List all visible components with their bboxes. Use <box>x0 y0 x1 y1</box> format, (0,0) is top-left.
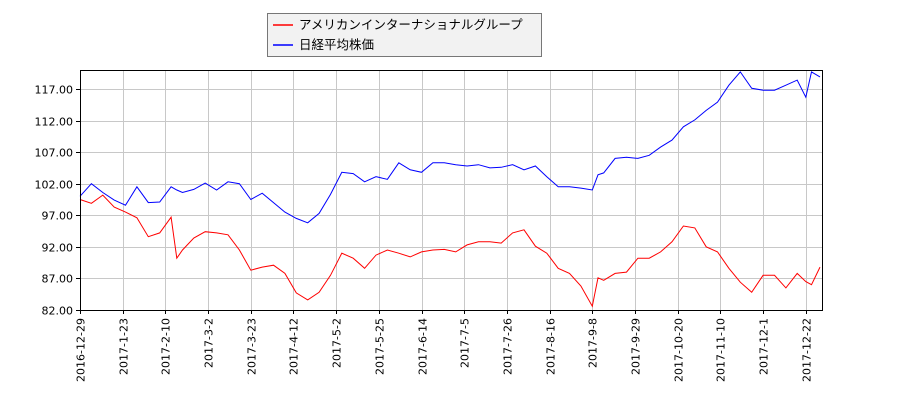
x-tick-label: 2017-6-14 <box>417 318 430 375</box>
x-tick-label: 2017-10-20 <box>673 318 686 382</box>
x-tick-label: 2017-4-12 <box>288 318 301 375</box>
legend-label-aig: アメリカンインターナショナルグループ <box>299 17 523 32</box>
axes: 82.00 87.00 92.00 97.00 102.00 107.00 112.00 11… <box>35 84 814 382</box>
series-line-nikkei <box>79 71 821 224</box>
y-tick-label: 102.00 <box>35 179 74 192</box>
x-tick-label: 2017-12-22 <box>801 318 814 382</box>
x-tick-label: 2017-3-2 <box>203 318 216 368</box>
x-tick-label: 2017-5-2 <box>331 318 344 368</box>
y-tick-label: 82.00 <box>42 305 74 318</box>
y-tick-label: 87.00 <box>42 273 74 286</box>
legend-box <box>267 13 542 57</box>
y-tick-label: 107.00 <box>35 147 74 160</box>
x-tick-label: 2017-8-16 <box>545 318 558 375</box>
x-tick-label: 2017-11-10 <box>715 318 728 382</box>
x-tick-label: 2017-9-29 <box>630 318 643 375</box>
y-tick-label: 117.00 <box>35 84 74 97</box>
plot-frame <box>80 70 823 311</box>
legend-label-nikkei: 日経平均株価 <box>299 37 374 52</box>
legend: アメリカンインターナショナルグループ 日経平均株価 <box>267 13 542 57</box>
series-line-aig <box>79 194 821 308</box>
x-tick-label: 2017-5-25 <box>374 318 387 375</box>
x-tick-label: 2017-3-23 <box>246 318 259 375</box>
x-tick-label: 2017-7-5 <box>459 318 472 368</box>
y-tick-label: 97.00 <box>42 210 74 223</box>
x-tick-label: 2017-12-1 <box>758 318 771 375</box>
x-tick-label: 2016-12-29 <box>75 318 88 382</box>
x-tick-label: 2017-1-23 <box>118 318 131 375</box>
x-tick-label: 2017-2-10 <box>160 318 173 375</box>
y-tick-label: 92.00 <box>42 242 74 255</box>
series-lines <box>79 71 821 308</box>
x-tick-label: 2017-9-8 <box>587 318 600 368</box>
y-tick-label: 112.00 <box>35 116 74 129</box>
x-tick-label: 2017-7-26 <box>502 318 515 375</box>
grid <box>80 70 822 311</box>
